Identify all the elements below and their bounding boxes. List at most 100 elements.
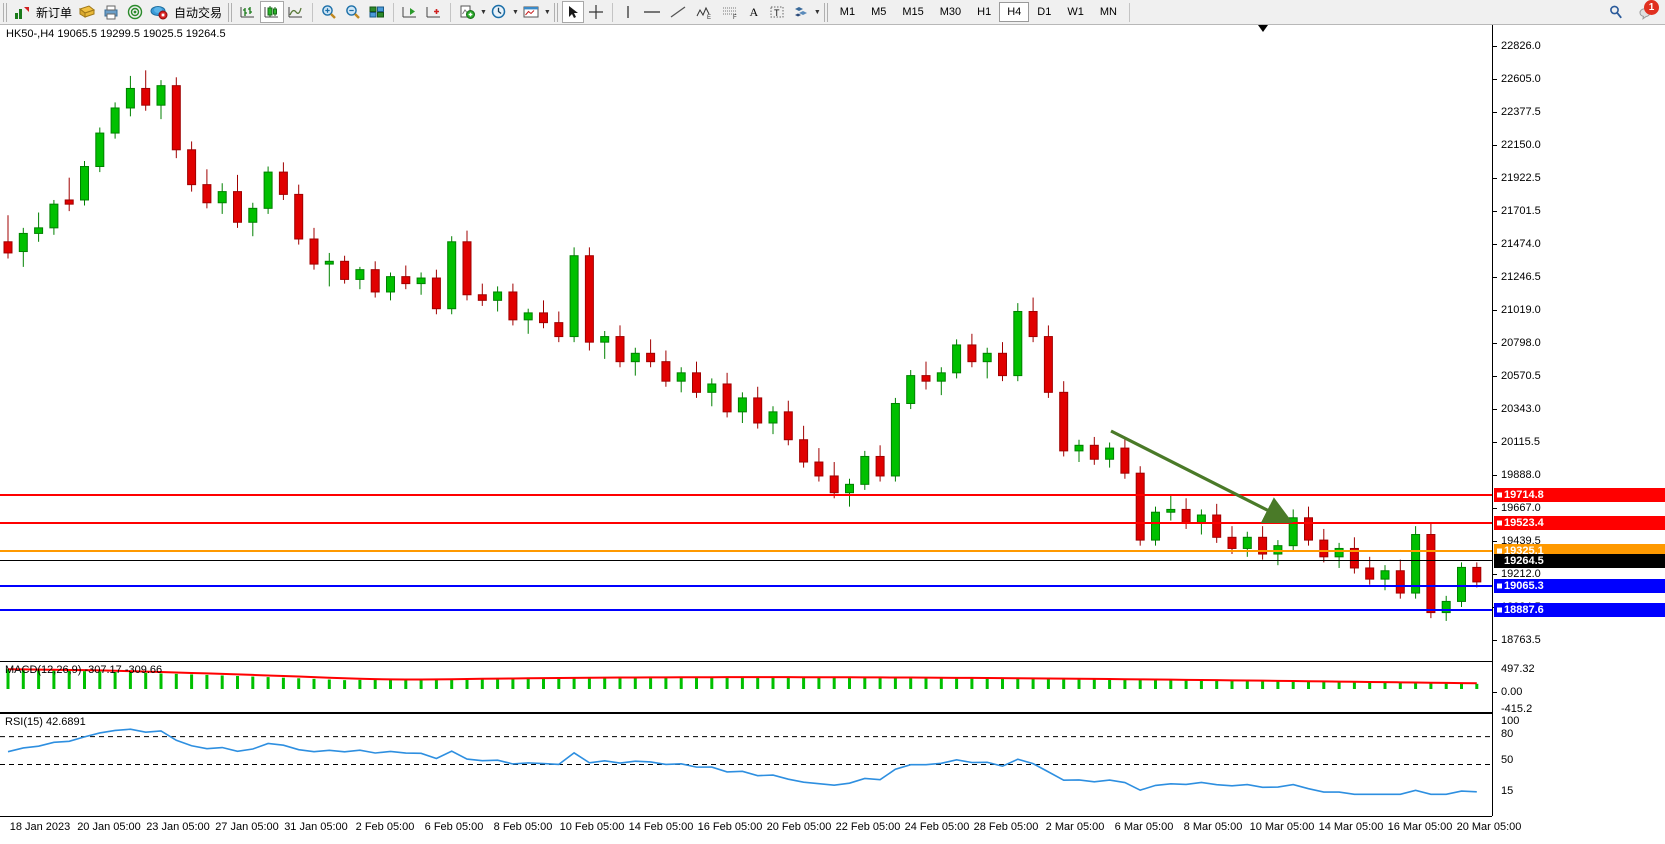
time-tick: 28 Feb 05:00 (973, 821, 1039, 833)
text-button[interactable]: A (743, 1, 765, 23)
rsi-tick: 80 (1501, 728, 1514, 740)
new-order-button[interactable] (11, 1, 33, 23)
fibonacci-button[interactable]: F (717, 1, 743, 23)
text-label-button[interactable]: T (765, 1, 789, 23)
trendline-icon (670, 6, 686, 18)
search-button[interactable] (1605, 1, 1627, 23)
toolbar-grip[interactable] (3, 2, 8, 22)
toolbar-separator-2 (393, 2, 395, 22)
timeframe-d1[interactable]: D1 (1037, 6, 1052, 18)
hline-resistance-2[interactable] (0, 522, 1492, 524)
new-order-label[interactable]: 新订单 (36, 5, 73, 20)
hline-support-2[interactable] (0, 609, 1492, 611)
bar-chart-button[interactable] (236, 1, 260, 23)
objects-button[interactable] (789, 1, 813, 23)
toolbar-grip-2[interactable] (228, 2, 234, 22)
time-tick: 18 Jan 2023 (9, 821, 71, 833)
timeframe-h4[interactable]: H4 (999, 2, 1030, 22)
price-tick: 21922.5 (1493, 172, 1541, 184)
rsi-series (0, 728, 1492, 796)
main-toolbar: 新订单 自动交易 (0, 0, 1665, 25)
svg-text:T: T (774, 8, 780, 18)
timeframe-m15[interactable]: M15 (902, 6, 924, 18)
toolbar-grip-4[interactable] (823, 2, 829, 22)
templates-button[interactable] (519, 1, 543, 23)
zoom-in-button[interactable] (317, 1, 341, 23)
horizontal-line-button[interactable] (639, 1, 665, 23)
signal-icon (127, 4, 143, 20)
price-tag-support-1[interactable]: 19065.3 (1494, 579, 1665, 593)
price-axis[interactable]: 22826.0 22605.0 22377.5 22150.0 21922.5 … (1492, 25, 1665, 816)
auto-trading-label[interactable]: 自动交易 (174, 5, 223, 20)
elliott-wave-button[interactable]: E (691, 1, 717, 23)
period-button[interactable] (487, 1, 511, 23)
time-tick: 20 Feb 05:00 (766, 821, 832, 833)
price-tag-support-2[interactable]: 18887.6 (1494, 603, 1665, 617)
price-tag-resistance-1[interactable]: 19714.8 (1494, 488, 1665, 502)
time-tick: 23 Jan 05:00 (146, 821, 210, 833)
toolbar-separator-3 (450, 2, 452, 22)
timeframe-m30[interactable]: M30 (939, 6, 962, 18)
price-tick: 21474.0 (1493, 238, 1541, 250)
trendline-button[interactable] (665, 1, 691, 23)
chart-shift-button[interactable] (398, 1, 422, 23)
fibonacci-icon: F (722, 7, 737, 20)
hline-support-1[interactable] (0, 585, 1492, 587)
time-tick: 27 Jan 05:00 (215, 821, 279, 833)
timeframe-h1[interactable]: H1 (977, 6, 992, 18)
time-tick: 8 Feb 05:00 (493, 821, 553, 833)
alerts-button[interactable]: 1 (1635, 0, 1659, 23)
hline-resistance-1[interactable] (0, 494, 1492, 496)
macd-panel[interactable]: MACD(12,26,9) -307.17 -309.66 (0, 661, 1492, 713)
vertical-line-button[interactable] (617, 1, 639, 23)
timeframe-m1[interactable]: M1 (839, 6, 856, 18)
price-plot[interactable] (0, 25, 1492, 816)
hline-pivot[interactable] (0, 550, 1492, 552)
elliott-wave-icon: E (696, 6, 711, 20)
cursor-button[interactable] (561, 1, 584, 23)
timeframe-w1[interactable]: W1 (1067, 6, 1084, 18)
toolbar-grip-3[interactable] (553, 2, 559, 22)
line-chart-icon (288, 7, 303, 18)
line-chart-button[interactable] (284, 1, 308, 23)
trend-arrow-annotation[interactable] (1105, 425, 1305, 535)
text-label-icon: T (770, 6, 784, 18)
time-tick: 20 Jan 05:00 (77, 821, 141, 833)
zoom-out-button[interactable] (341, 1, 365, 23)
zoom-out-icon (346, 5, 360, 19)
chart-top-marker-icon (1258, 25, 1268, 32)
timeframe-mn[interactable]: MN (1099, 6, 1117, 18)
add-indicator-caret-icon[interactable]: ▼ (480, 8, 487, 16)
bar-chart-icon (240, 7, 255, 18)
print-icon (104, 5, 118, 20)
candlestick-chart-button[interactable] (260, 1, 285, 23)
time-axis[interactable]: 18 Jan 2023 20 Jan 05:00 23 Jan 05:00 27 Ja… (0, 816, 1521, 844)
templates-icon (523, 6, 539, 18)
candlestick-series (3, 70, 1482, 621)
signal-button[interactable] (123, 1, 147, 23)
alert-badge: 1 (1644, 0, 1659, 15)
add-indicator-button[interactable] (455, 1, 479, 23)
toolbar-right-group: 1 (1605, 0, 1659, 23)
print-button[interactable] (99, 1, 123, 23)
period-caret-icon[interactable]: ▼ (511, 8, 519, 16)
auto-trading-button[interactable] (147, 1, 171, 23)
search-icon (1610, 5, 1622, 19)
objects-caret-icon[interactable]: ▼ (813, 8, 821, 16)
price-tag-resistance-2[interactable]: 19523.4 (1494, 516, 1665, 530)
crosshair-button[interactable] (584, 1, 608, 23)
timeframe-m5[interactable]: M5 (871, 6, 887, 18)
wallet-button[interactable] (75, 1, 99, 23)
tile-windows-button[interactable] (365, 1, 389, 23)
price-tick: 19212.0 (1493, 568, 1541, 580)
time-tick: 10 Mar 05:00 (1249, 821, 1315, 833)
tile-windows-icon (369, 6, 385, 18)
time-tick: 22 Feb 05:00 (835, 821, 901, 833)
candlestick-chart-icon (264, 6, 279, 18)
rsi-panel[interactable]: RSI(15) 42.6891 (0, 713, 1492, 816)
text-icon: A (749, 4, 759, 19)
macd-tick: 0.00 (1493, 686, 1522, 698)
templates-caret-icon[interactable]: ▼ (543, 8, 551, 16)
auto-scroll-button[interactable] (422, 1, 446, 23)
time-tick: 20 Mar 05:00 (1456, 821, 1522, 833)
